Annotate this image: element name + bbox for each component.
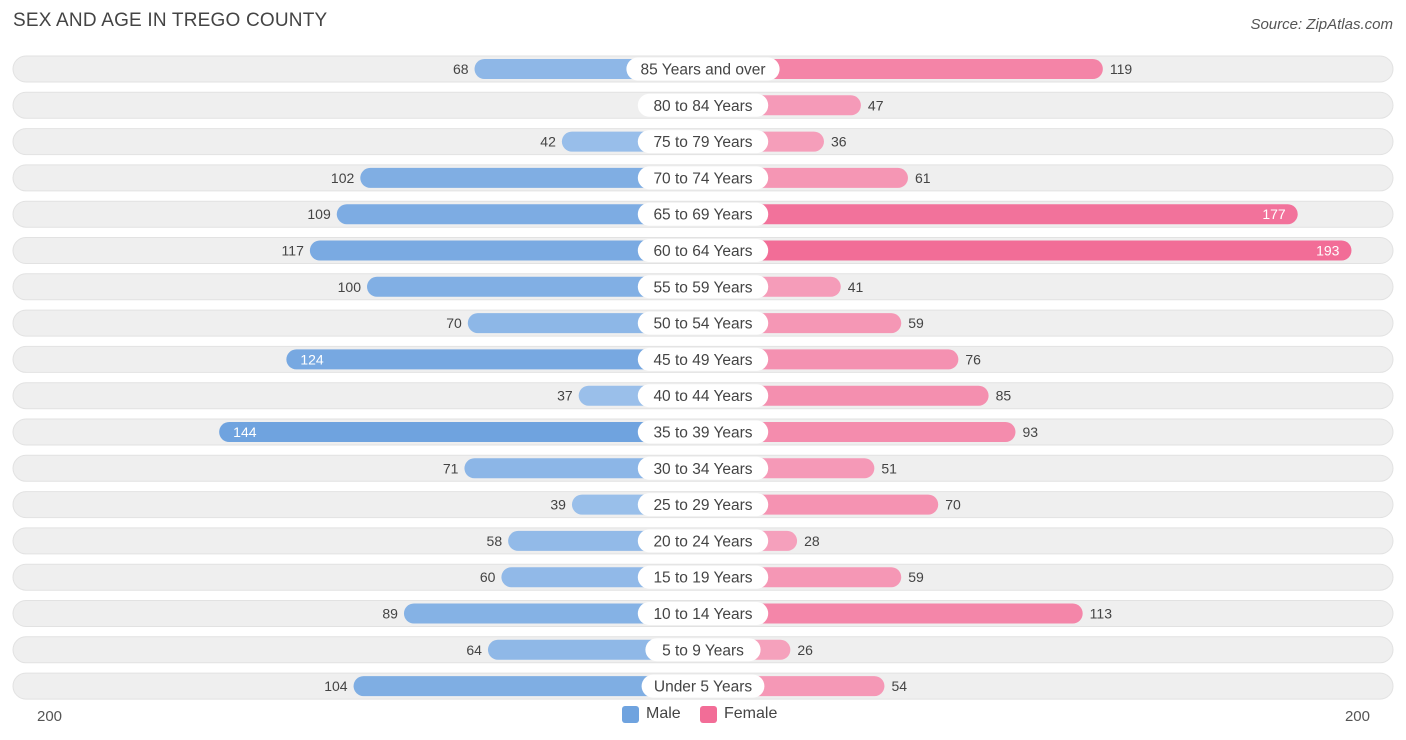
category-pill (637, 347, 769, 371)
male-bar (219, 422, 703, 442)
female-bar (703, 603, 1083, 624)
female-bar (703, 59, 1103, 79)
female-value-label: 70 (945, 497, 961, 513)
category-label: 65 to 69 Years (653, 207, 752, 224)
male-value-label: 144 (233, 424, 257, 440)
female-value-label: 47 (868, 97, 884, 113)
category-pill (637, 602, 769, 625)
category-pill (637, 420, 769, 444)
category-label: Under 5 Years (654, 679, 752, 696)
male-bar (309, 240, 703, 261)
female-bar (703, 240, 1352, 261)
female-value-label: 61 (915, 170, 931, 186)
category-pill (637, 166, 769, 190)
legend-label-female: Female (724, 705, 778, 722)
legend-item-female: Female (700, 705, 777, 723)
female-value-label: 51 (881, 460, 897, 476)
category-label: 20 to 24 Years (653, 533, 752, 550)
category-label: 15 to 19 Years (653, 570, 752, 587)
category-label: 45 to 49 Years (653, 352, 752, 369)
male-value-label: 70 (446, 315, 462, 331)
category-pill (626, 57, 780, 81)
category-label: 40 to 44 Years (653, 388, 752, 405)
category-pill (637, 239, 769, 262)
male-bar (360, 167, 703, 188)
legend-swatch-male (622, 705, 639, 723)
female-bar (703, 385, 989, 406)
category-label: 60 to 64 Years (653, 243, 752, 260)
male-value-label: 109 (307, 206, 331, 222)
category-label: 75 to 79 Years (653, 134, 752, 151)
legend: Male Female (0, 705, 1406, 727)
male-value-label: 58 (487, 533, 503, 549)
female-value-label: 93 (1022, 424, 1038, 440)
category-pill (637, 130, 769, 154)
male-value-label: 60 (480, 569, 496, 585)
source-label: Source: ZipAtlas.com (1250, 16, 1393, 33)
category-pill (637, 384, 769, 408)
female-value-label: 54 (891, 678, 907, 694)
category-pill (645, 638, 761, 662)
chart-title: SEX AND AGE IN TREGO COUNTY (13, 10, 328, 31)
category-label: 80 to 84 Years (653, 98, 752, 115)
male-bar (367, 276, 703, 297)
axis-left-label: 200 (37, 708, 63, 725)
category-pill (637, 93, 769, 117)
category-label: 70 to 74 Years (653, 170, 752, 187)
male-value-label: 68 (453, 61, 469, 77)
female-value-label: 113 (1090, 606, 1113, 622)
male-value-label: 37 (557, 388, 573, 404)
category-label: 85 Years and over (641, 62, 766, 79)
category-label: 35 to 39 Years (653, 425, 752, 442)
female-value-label: 59 (908, 569, 924, 585)
female-value-label: 119 (1110, 61, 1133, 77)
legend-swatch-female (700, 705, 717, 723)
category-pill (641, 674, 765, 698)
female-value-label: 36 (831, 134, 847, 150)
category-label: 55 to 59 Years (653, 279, 752, 296)
male-value-label: 104 (324, 678, 348, 694)
male-bar (286, 349, 703, 370)
axis-right-label: 200 (1344, 708, 1370, 725)
male-bar (353, 676, 703, 697)
category-label: 30 to 34 Years (653, 461, 752, 478)
male-value-label: 100 (338, 279, 362, 295)
category-pill (637, 275, 769, 299)
male-bar (403, 603, 703, 624)
male-value-label: 42 (540, 134, 556, 150)
category-label: 50 to 54 Years (653, 316, 752, 333)
female-bar (703, 422, 1016, 442)
category-pill (637, 529, 769, 553)
female-value-label: 193 (1316, 243, 1340, 259)
male-value-label: 64 (466, 642, 482, 658)
female-bar (703, 204, 1298, 225)
male-value-label: 89 (382, 606, 398, 622)
female-value-label: 59 (908, 315, 924, 331)
category-pill (637, 311, 769, 335)
category-label: 25 to 29 Years (653, 497, 752, 514)
male-value-label: 102 (331, 170, 355, 186)
category-pill (637, 456, 769, 480)
legend-label-male: Male (646, 705, 681, 722)
female-value-label: 41 (848, 279, 864, 295)
male-value-label: 124 (300, 351, 324, 367)
category-pill (637, 565, 769, 589)
category-pill (637, 202, 769, 226)
category-label: 5 to 9 Years (662, 642, 744, 659)
male-value-label: 117 (282, 243, 305, 259)
male-bar (336, 204, 703, 225)
male-value-label: 39 (550, 497, 566, 513)
male-value-label: 71 (443, 460, 459, 476)
category-label: 10 to 14 Years (653, 606, 752, 623)
female-value-label: 177 (1262, 206, 1286, 222)
female-value-label: 26 (797, 642, 813, 658)
female-value-label: 76 (965, 351, 981, 367)
legend-item-male: Male (622, 705, 681, 723)
category-pill (637, 493, 769, 517)
female-value-label: 85 (996, 388, 1012, 404)
female-value-label: 28 (804, 533, 820, 549)
